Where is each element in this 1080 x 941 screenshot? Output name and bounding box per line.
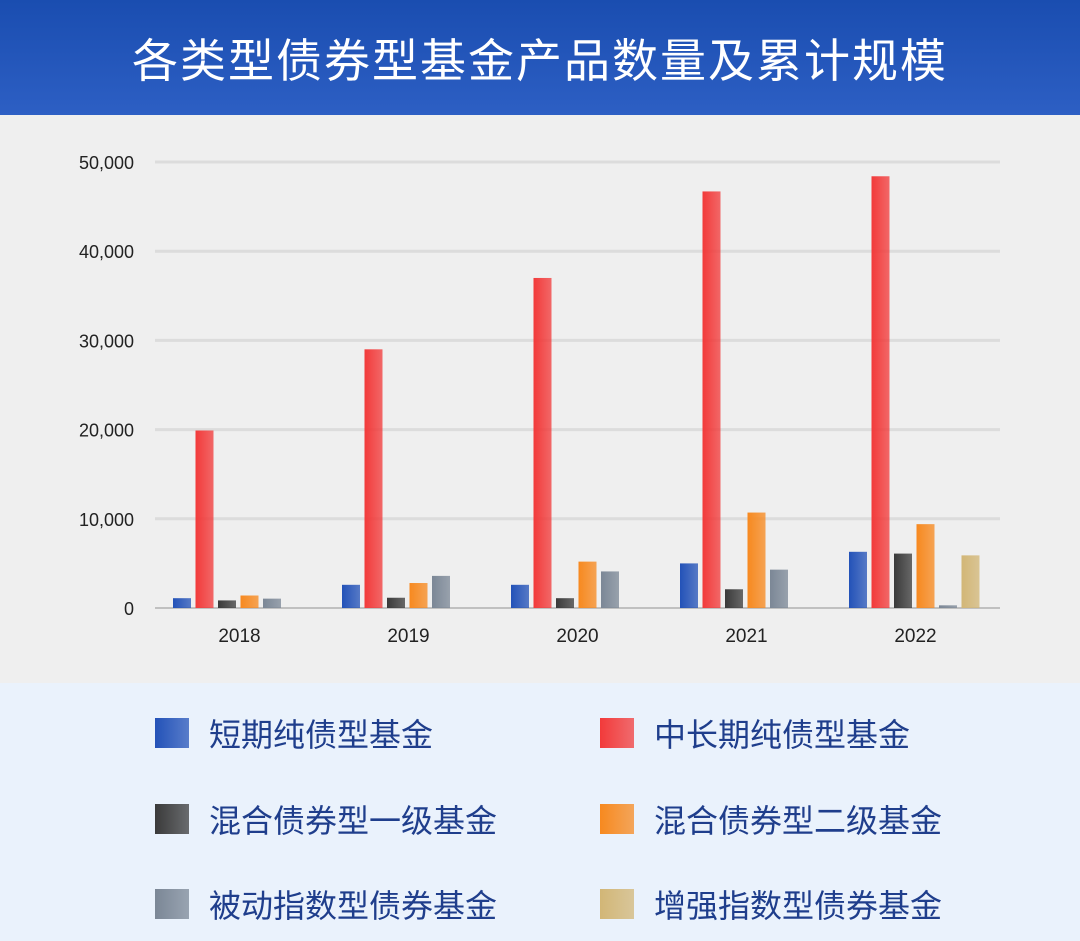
bar-2021-series-0 [680, 563, 698, 608]
title-banner: 各类型债券型基金产品数量及累计规模 [0, 0, 1080, 115]
y-tick-label: 20,000 [79, 421, 134, 441]
y-axis-tick-labels: 0 10,000 20,000 30,000 40,000 50,000 [79, 153, 134, 619]
x-tick-label: 2021 [725, 626, 767, 647]
bar-2018-series-2 [218, 600, 236, 608]
bar-2019-series-0 [342, 584, 360, 608]
legend-swatch [155, 718, 189, 748]
legend-item: 混合债券型一级基金 [155, 796, 497, 842]
bar-2018-series-1 [195, 430, 214, 608]
bar-2022-series-4 [939, 605, 957, 608]
legend-swatch [600, 889, 634, 919]
y-tick-label: 10,000 [79, 510, 134, 530]
x-tick-label: 2020 [556, 626, 598, 647]
bar-2020-series-1 [533, 277, 552, 608]
bar-2018-series-4 [263, 598, 281, 608]
bar-2019-series-1 [364, 349, 383, 608]
y-tick-label: 30,000 [79, 331, 134, 351]
x-tick-label: 2022 [894, 626, 936, 647]
gridlines [155, 160, 1000, 609]
bar-2022-series-3 [916, 524, 935, 608]
bar-2022-series-5 [961, 555, 980, 608]
bar-2022-series-0 [849, 551, 867, 608]
bar-2021-series-2 [725, 589, 743, 608]
legend-label: 被动指数型债券基金 [209, 887, 498, 925]
bar-2022-series-1 [871, 176, 890, 608]
legend-swatch [600, 804, 634, 834]
legend: 短期纯债型基金 中长期纯债型基金混合债券型一级基金 混合债券型二级基金被动指数型债券… [0, 683, 1080, 941]
y-tick-label: 50,000 [79, 153, 134, 173]
page-title: 各类型债券型基金产品数量及累计规模 [132, 33, 948, 88]
legend-item: 被动指数型债券基金 [155, 881, 497, 927]
legend-item: 短期纯债型基金 [155, 710, 433, 756]
bar-2022-series-2 [894, 553, 912, 608]
bar-2020-series-0 [511, 584, 529, 608]
bar-2020-series-2 [556, 598, 574, 608]
legend-item: 中长期纯债型基金 [600, 710, 910, 756]
legend-item: 增强指数型债券基金 [600, 881, 942, 927]
bar-chart: 0 10,000 20,000 30,000 40,000 50,000 2018 2019… [79, 153, 1000, 647]
legend-item: 混合债券型二级基金 [600, 796, 942, 842]
y-tick-label: 0 [124, 599, 134, 619]
x-tick-label: 2019 [387, 626, 429, 647]
bar-2019-series-2 [387, 597, 405, 608]
legend-label: 增强指数型债券基金 [654, 887, 943, 925]
bar-2018-series-0 [173, 598, 191, 608]
bar-2021-series-4 [770, 569, 788, 608]
bar-2021-series-3 [747, 512, 766, 608]
bar-2021-series-1 [702, 191, 721, 608]
bar-2019-series-3 [409, 583, 428, 608]
legend-label: 中长期纯债型基金 [654, 716, 911, 754]
bar-2018-series-3 [240, 595, 259, 608]
legend-label: 短期纯债型基金 [209, 716, 434, 754]
bar-2019-series-4 [432, 575, 450, 608]
legend-swatch [155, 889, 189, 919]
bars [173, 176, 980, 608]
legend-label: 混合债券型二级基金 [654, 802, 943, 840]
chart-panel: 0 10,000 20,000 30,000 40,000 50,000 2018 2019… [0, 115, 1080, 683]
bar-2020-series-4 [601, 571, 619, 608]
bar-2020-series-3 [578, 561, 597, 608]
legend-swatch [155, 804, 189, 834]
x-tick-label: 2018 [218, 626, 260, 647]
legend-label: 混合债券型一级基金 [209, 802, 498, 840]
legend-swatch [600, 718, 634, 748]
x-axis-tick-labels: 2018 2019 2020 2021 2022 [218, 626, 936, 647]
y-tick-label: 40,000 [79, 242, 134, 262]
